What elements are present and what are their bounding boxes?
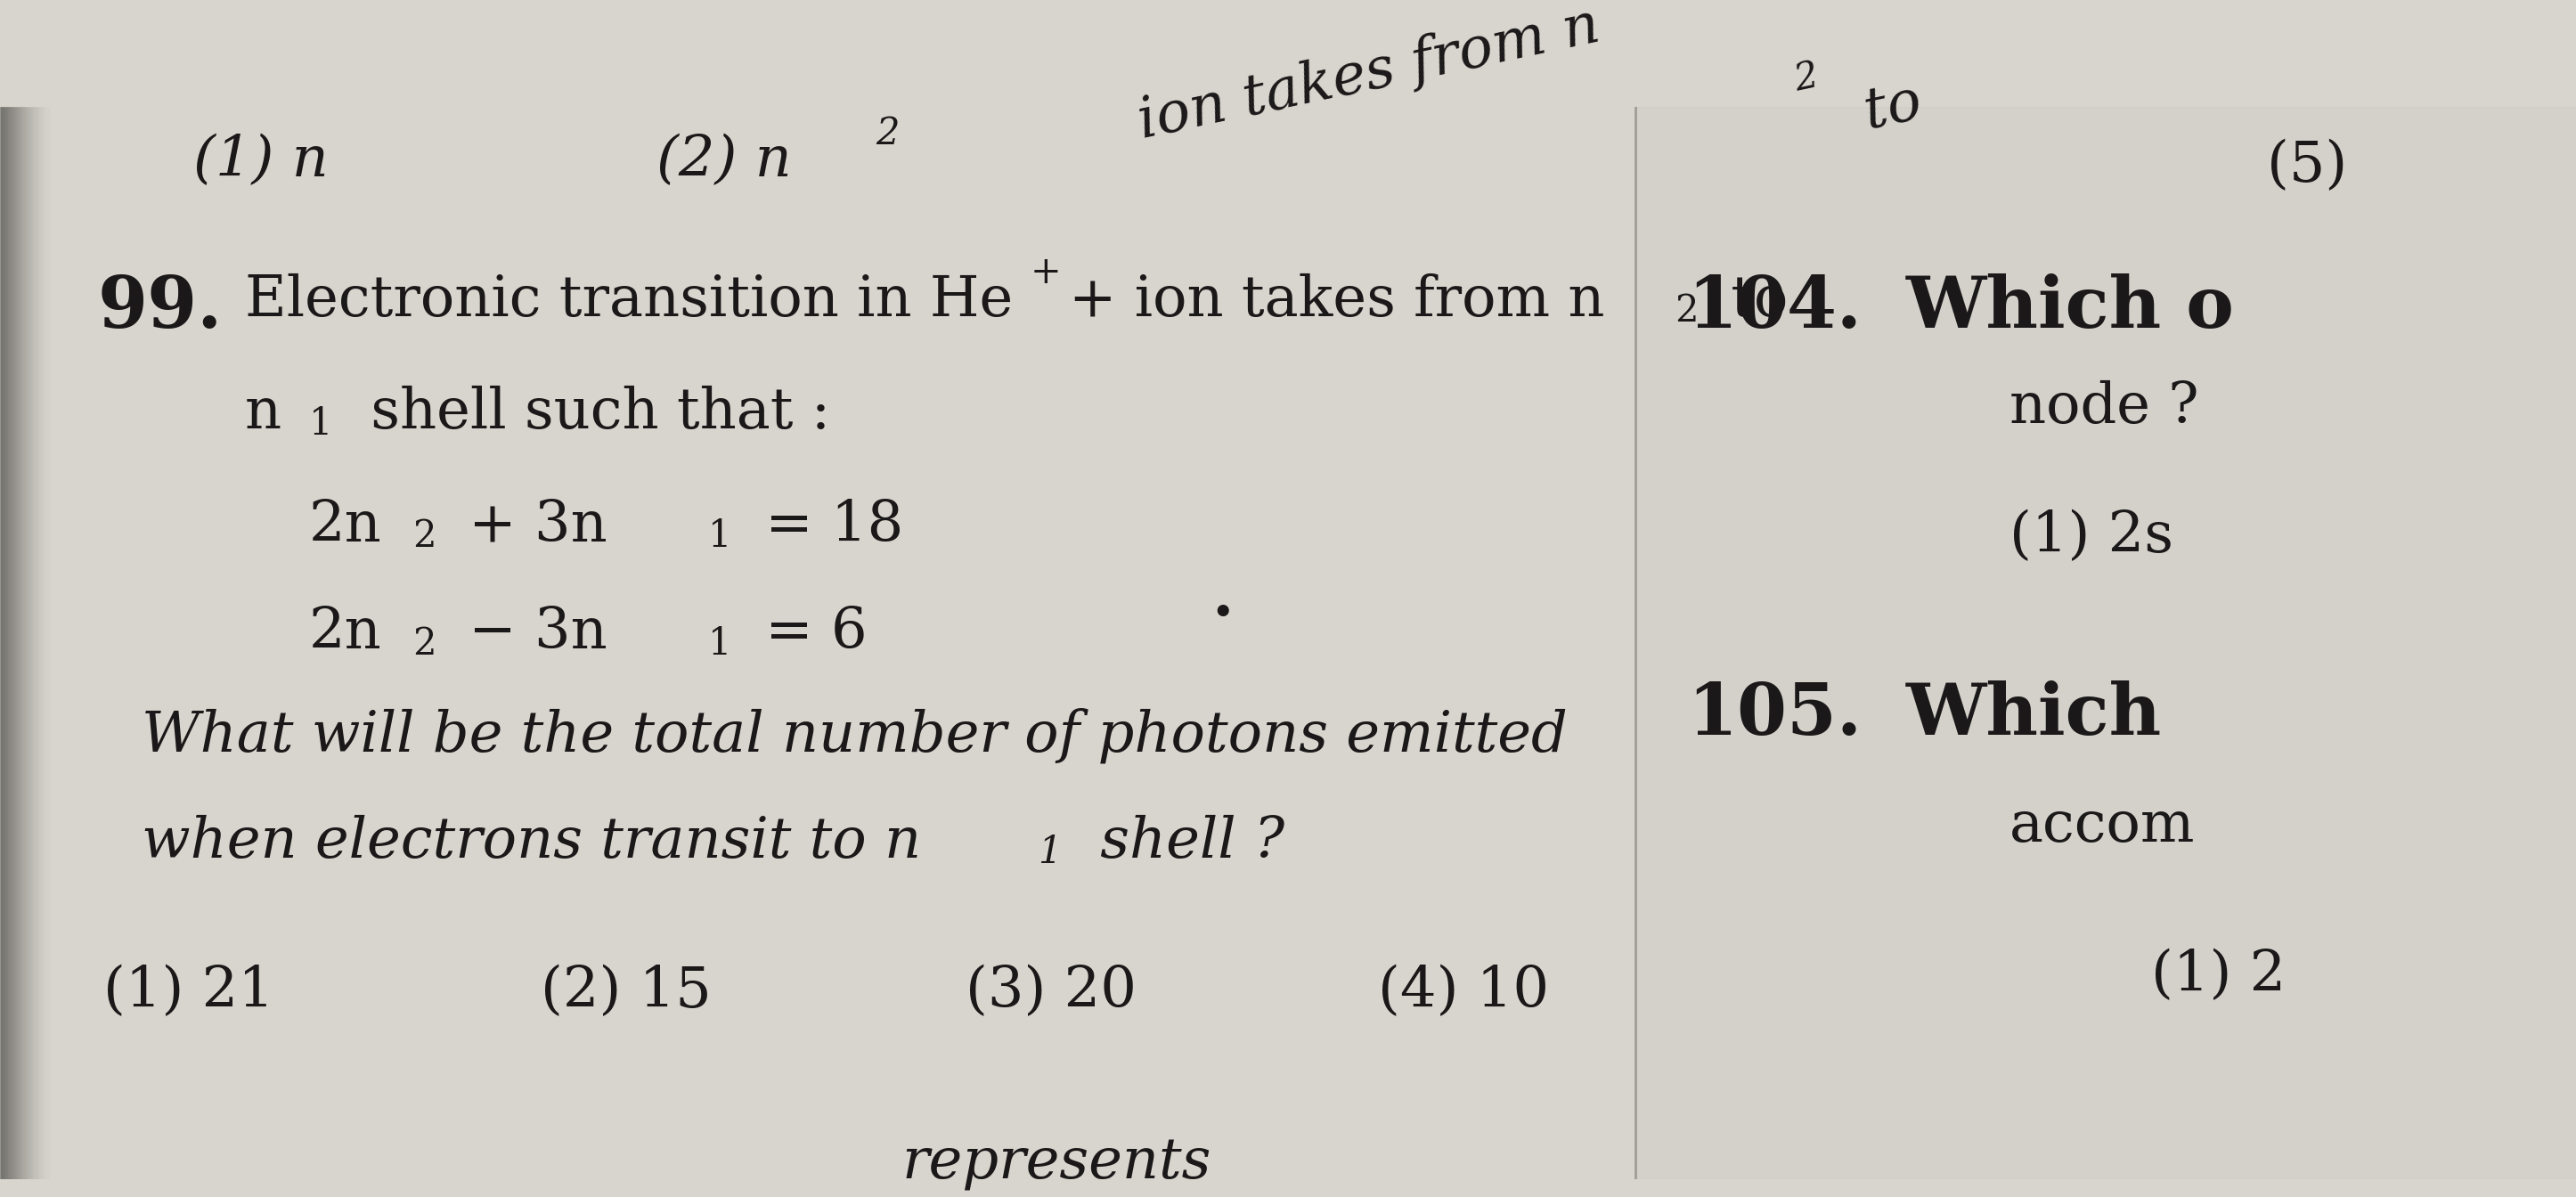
Text: 1: 1 <box>708 625 732 662</box>
Text: (4) 10: (4) 10 <box>1378 965 1548 1019</box>
Text: to: to <box>1842 75 1927 145</box>
Text: + 3n: + 3n <box>451 498 608 553</box>
Text: accom: accom <box>2009 798 2195 852</box>
Text: shell ?: shell ? <box>1082 814 1285 869</box>
Text: 2: 2 <box>1674 292 1698 330</box>
Text: represents: represents <box>902 1136 1211 1191</box>
Text: Electronic transition in He: Electronic transition in He <box>245 273 1012 328</box>
Text: (3) 20: (3) 20 <box>966 965 1136 1019</box>
Text: (2) 15: (2) 15 <box>541 965 711 1019</box>
Text: +: + <box>1030 254 1061 291</box>
Text: (1) n: (1) n <box>193 134 327 189</box>
Text: Which o: Which o <box>1906 273 2236 342</box>
Text: 99.: 99. <box>98 273 222 342</box>
Text: 1: 1 <box>309 405 332 443</box>
Text: 2n: 2n <box>309 498 381 553</box>
Text: (5): (5) <box>2267 139 2347 194</box>
Text: + ion takes from n: + ion takes from n <box>1069 273 1605 328</box>
Text: What will be the total number of photons emitted: What will be the total number of photons… <box>142 707 1569 762</box>
Text: 2: 2 <box>1790 57 1821 98</box>
Text: •: • <box>1211 595 1234 633</box>
Text: n: n <box>245 385 281 440</box>
Text: 1: 1 <box>1038 834 1061 871</box>
Text: = 6: = 6 <box>747 606 868 660</box>
Text: to: to <box>1713 273 1788 328</box>
Text: (2) n: (2) n <box>657 134 791 189</box>
Text: = 18: = 18 <box>747 498 904 553</box>
Text: − 3n: − 3n <box>451 606 608 660</box>
Text: 2: 2 <box>412 517 435 555</box>
Text: (1) 2s: (1) 2s <box>2009 509 2174 564</box>
Text: 2n: 2n <box>309 606 381 660</box>
Text: (1) 2: (1) 2 <box>2151 948 2285 1003</box>
Text: 2: 2 <box>412 625 435 662</box>
Text: node ?: node ? <box>2009 381 2200 435</box>
Bar <box>1636 107 2576 1179</box>
Text: 105.: 105. <box>1687 681 1862 751</box>
Text: 2: 2 <box>876 115 899 152</box>
Text: 104.: 104. <box>1687 273 1862 342</box>
Text: when electrons transit to n: when electrons transit to n <box>142 814 922 869</box>
Text: shell such that :: shell such that : <box>353 385 829 440</box>
Text: ion takes from n: ion takes from n <box>1133 0 1605 151</box>
Text: 1: 1 <box>708 517 732 555</box>
Text: (1) 21: (1) 21 <box>103 965 273 1019</box>
Text: Which: Which <box>1906 681 2161 751</box>
